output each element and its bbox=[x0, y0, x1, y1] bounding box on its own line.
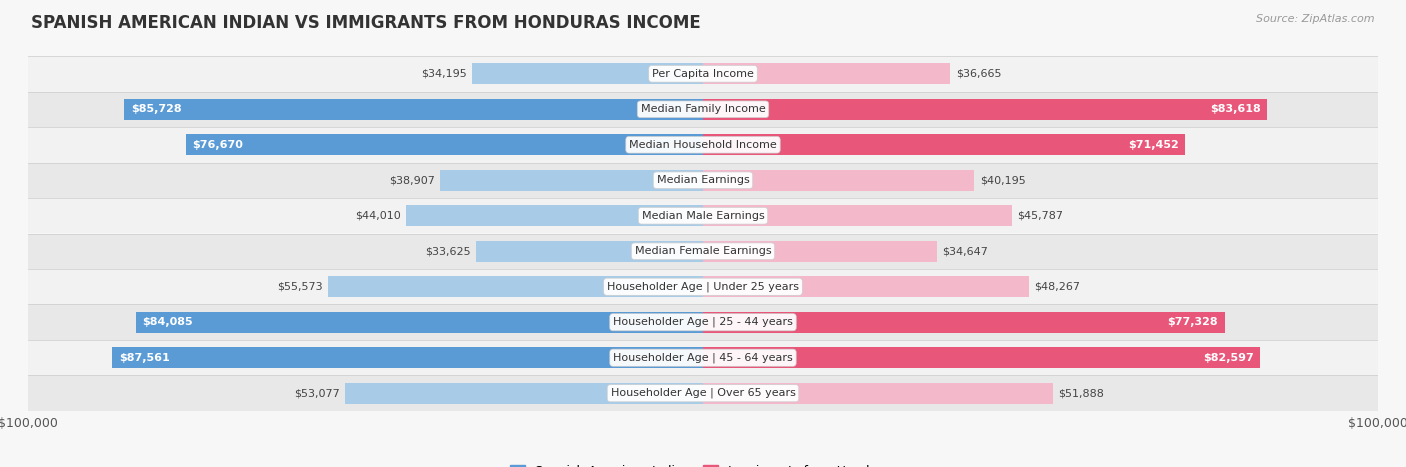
Text: $82,597: $82,597 bbox=[1204, 353, 1254, 363]
Text: Per Capita Income: Per Capita Income bbox=[652, 69, 754, 79]
Bar bbox=[344, 383, 703, 403]
Text: Householder Age | Over 65 years: Householder Age | Over 65 years bbox=[610, 388, 796, 398]
Text: $53,077: $53,077 bbox=[294, 388, 339, 398]
Text: Householder Age | Under 25 years: Householder Age | Under 25 years bbox=[607, 282, 799, 292]
Text: $85,728: $85,728 bbox=[131, 104, 181, 114]
Text: Median Household Income: Median Household Income bbox=[628, 140, 778, 150]
Bar bbox=[186, 134, 703, 155]
Bar bbox=[703, 276, 1029, 297]
Bar bbox=[28, 127, 1378, 163]
Bar bbox=[703, 383, 1053, 403]
Text: $36,665: $36,665 bbox=[956, 69, 1001, 79]
Legend: Spanish American Indian, Immigrants from Honduras: Spanish American Indian, Immigrants from… bbox=[505, 460, 901, 467]
Bar bbox=[28, 340, 1378, 375]
Bar bbox=[406, 205, 703, 226]
Bar bbox=[28, 92, 1378, 127]
Bar bbox=[28, 234, 1378, 269]
Bar bbox=[112, 347, 703, 368]
Text: Householder Age | 25 - 44 years: Householder Age | 25 - 44 years bbox=[613, 317, 793, 327]
Bar bbox=[125, 99, 703, 120]
Bar bbox=[28, 198, 1378, 234]
Text: $48,267: $48,267 bbox=[1035, 282, 1080, 292]
Text: Householder Age | 45 - 64 years: Householder Age | 45 - 64 years bbox=[613, 353, 793, 363]
Bar bbox=[440, 170, 703, 191]
Text: Median Female Earnings: Median Female Earnings bbox=[634, 246, 772, 256]
Text: $34,647: $34,647 bbox=[942, 246, 988, 256]
Bar bbox=[472, 64, 703, 84]
Bar bbox=[703, 99, 1267, 120]
Text: $34,195: $34,195 bbox=[420, 69, 467, 79]
Text: $83,618: $83,618 bbox=[1209, 104, 1261, 114]
Bar bbox=[703, 134, 1185, 155]
Bar bbox=[703, 64, 950, 84]
Bar bbox=[477, 241, 703, 262]
Text: Source: ZipAtlas.com: Source: ZipAtlas.com bbox=[1257, 14, 1375, 24]
Text: $40,195: $40,195 bbox=[980, 175, 1025, 185]
Bar bbox=[703, 241, 936, 262]
Bar bbox=[703, 205, 1012, 226]
Bar bbox=[28, 269, 1378, 304]
Bar bbox=[328, 276, 703, 297]
Text: $87,561: $87,561 bbox=[120, 353, 170, 363]
Text: $55,573: $55,573 bbox=[277, 282, 322, 292]
Text: $38,907: $38,907 bbox=[389, 175, 434, 185]
Text: $33,625: $33,625 bbox=[425, 246, 471, 256]
Bar bbox=[135, 312, 703, 333]
Text: $51,888: $51,888 bbox=[1059, 388, 1105, 398]
Bar bbox=[703, 347, 1260, 368]
Text: $84,085: $84,085 bbox=[142, 317, 193, 327]
Bar bbox=[703, 312, 1225, 333]
Text: $76,670: $76,670 bbox=[193, 140, 243, 150]
Text: $45,787: $45,787 bbox=[1018, 211, 1063, 221]
Text: SPANISH AMERICAN INDIAN VS IMMIGRANTS FROM HONDURAS INCOME: SPANISH AMERICAN INDIAN VS IMMIGRANTS FR… bbox=[31, 14, 700, 32]
Text: $77,328: $77,328 bbox=[1167, 317, 1218, 327]
Bar bbox=[28, 304, 1378, 340]
Bar bbox=[703, 170, 974, 191]
Bar bbox=[28, 56, 1378, 92]
Text: Median Family Income: Median Family Income bbox=[641, 104, 765, 114]
Text: $44,010: $44,010 bbox=[354, 211, 401, 221]
Bar bbox=[28, 375, 1378, 411]
Text: $71,452: $71,452 bbox=[1128, 140, 1178, 150]
Text: Median Male Earnings: Median Male Earnings bbox=[641, 211, 765, 221]
Bar bbox=[28, 163, 1378, 198]
Text: Median Earnings: Median Earnings bbox=[657, 175, 749, 185]
